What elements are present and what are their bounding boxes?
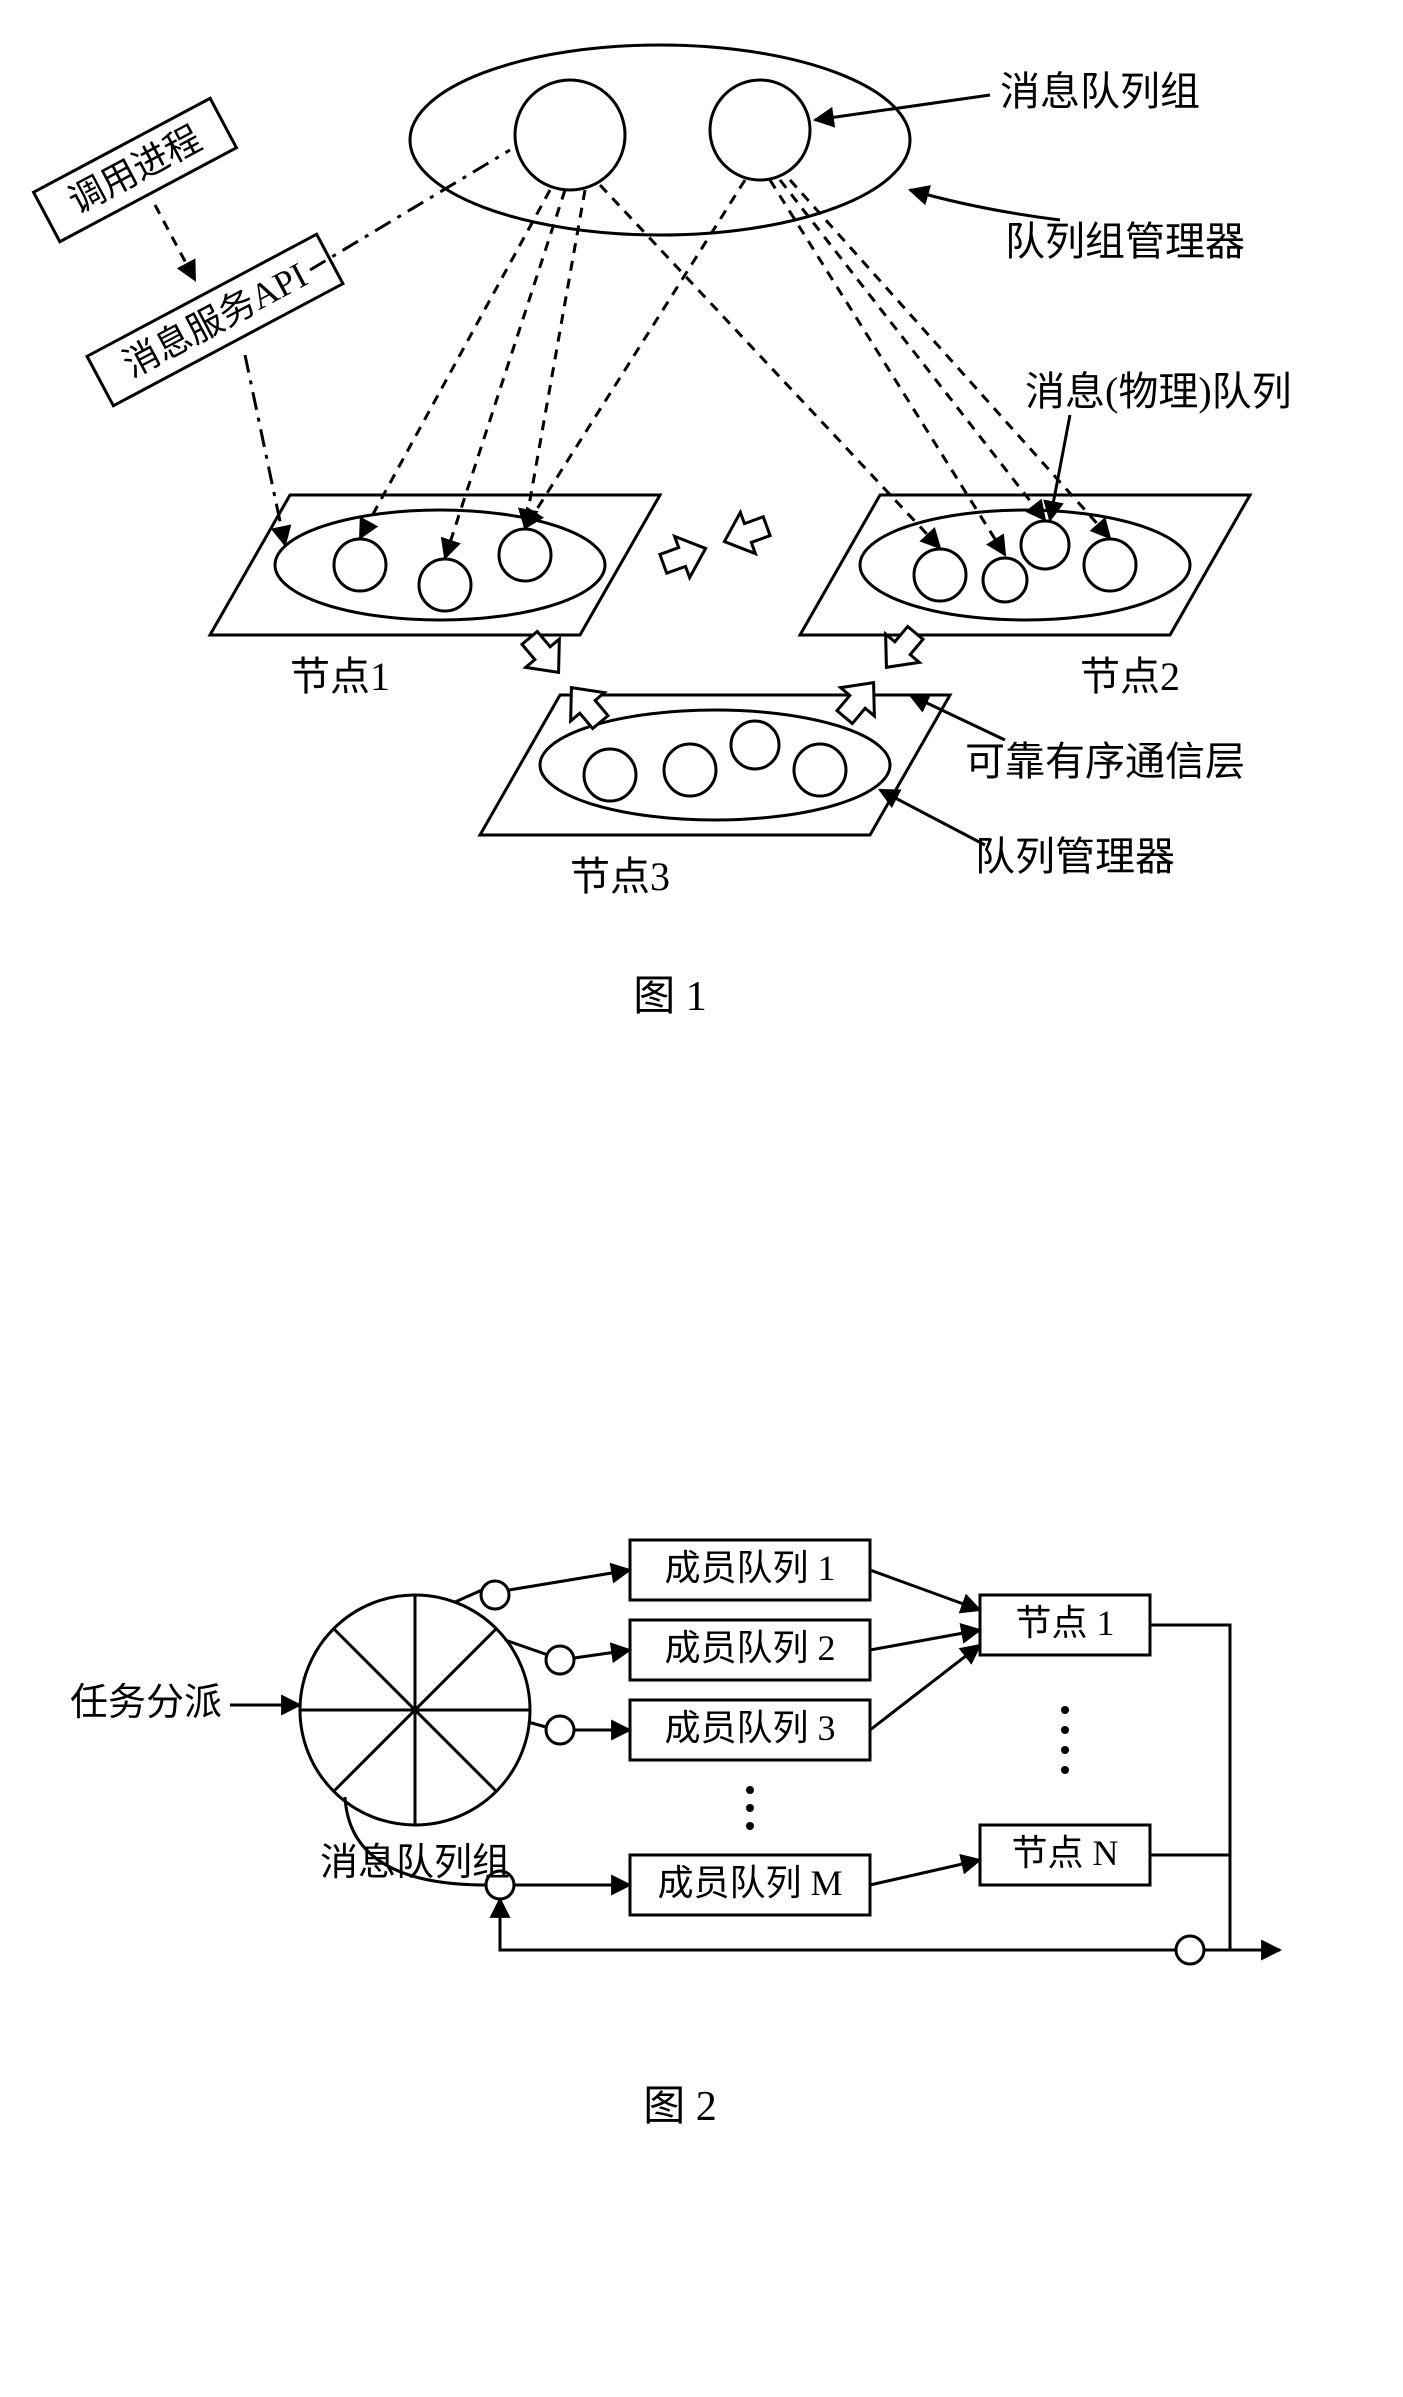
label-arrow-reliable-layer <box>910 695 1005 740</box>
label-arrow-queue-mgr <box>880 790 985 845</box>
fig1-caption: 图 1 <box>633 974 707 1020</box>
task-dispatch-label: 任务分派 <box>70 1682 222 1724</box>
memberM-label: 成员队列 M <box>657 1863 842 1903</box>
node3-label: 节点3 <box>570 854 670 899</box>
queue-group-manager-ellipse <box>410 45 910 235</box>
member2-label: 成员队列 2 <box>664 1628 835 1668</box>
feedback-line <box>500 1899 1176 1950</box>
comm-arrow-1-3 <box>513 624 617 737</box>
wheel-port-2 <box>546 1646 574 1674</box>
node3-plane <box>480 695 950 835</box>
label-msg-queue-group: 消息队列组 <box>1000 69 1200 114</box>
dashed-connections <box>360 180 1110 558</box>
arrow-port-member2 <box>574 1650 630 1658</box>
fig2-caption: 图 2 <box>643 2084 717 2130</box>
node1-label: 节点1 <box>290 654 390 699</box>
call-process-box: 调用进程 <box>34 98 237 241</box>
figure-1: 消息队列组 队列组管理器 调用进程 消息服务API 节点1 <box>34 45 1292 1020</box>
comm-arrow-1-2 <box>656 506 774 585</box>
arrow-m1-node1 <box>870 1570 980 1610</box>
label-queue-group-mgr: 队列组管理器 <box>1005 219 1245 264</box>
figure-2: 任务分派 消息队列组 成员队列 1 成员队列 2 <box>70 1540 1280 2130</box>
bus-line-right <box>1150 1625 1230 1950</box>
node1-plane <box>210 495 660 635</box>
call-process-label: 调用进程 <box>62 119 208 222</box>
msg-api-label: 消息服务API <box>116 255 313 385</box>
arrow-mM-nodeN <box>870 1860 980 1885</box>
node-ellipsis <box>1061 1706 1069 1774</box>
msg-api-box: 消息服务API <box>87 234 343 406</box>
arrow-m3-node1 <box>870 1645 980 1730</box>
label-reliable-layer: 可靠有序通信层 <box>965 739 1245 784</box>
line-api-to-group <box>310 150 510 270</box>
arrow-m2-node1 <box>870 1630 980 1650</box>
member-queues: 成员队列 1 成员队列 2 成员队列 3 成员队列 M <box>630 1540 870 1915</box>
queue-group-circle-right <box>710 80 810 180</box>
queue-group-wheel <box>300 1595 530 1825</box>
arrow-port-member1 <box>509 1570 630 1590</box>
bus-junction <box>1176 1936 1204 1964</box>
label-physical-queue: 消息(物理)队列 <box>1025 369 1292 414</box>
arrow-callprocess-api <box>155 205 195 280</box>
node2-label: 节点2 <box>1080 654 1180 699</box>
fig2-node1-label: 节点 1 <box>1015 1603 1114 1643</box>
queue-group-circle-left <box>515 80 625 190</box>
wheel-port-1 <box>481 1581 509 1609</box>
member3-label: 成员队列 3 <box>664 1708 835 1748</box>
fig2-nodeN-label: 节点 N <box>1012 1833 1119 1873</box>
member-ellipsis <box>746 1786 754 1830</box>
node2-plane <box>800 495 1250 635</box>
label-arrow-physical-queue <box>1050 415 1070 520</box>
label-queue-mgr: 队列管理器 <box>975 834 1175 879</box>
member1-label: 成员队列 1 <box>664 1548 835 1588</box>
label-arrow-queue-group-mgr <box>910 190 1060 220</box>
wheel-port-3 <box>546 1716 574 1744</box>
